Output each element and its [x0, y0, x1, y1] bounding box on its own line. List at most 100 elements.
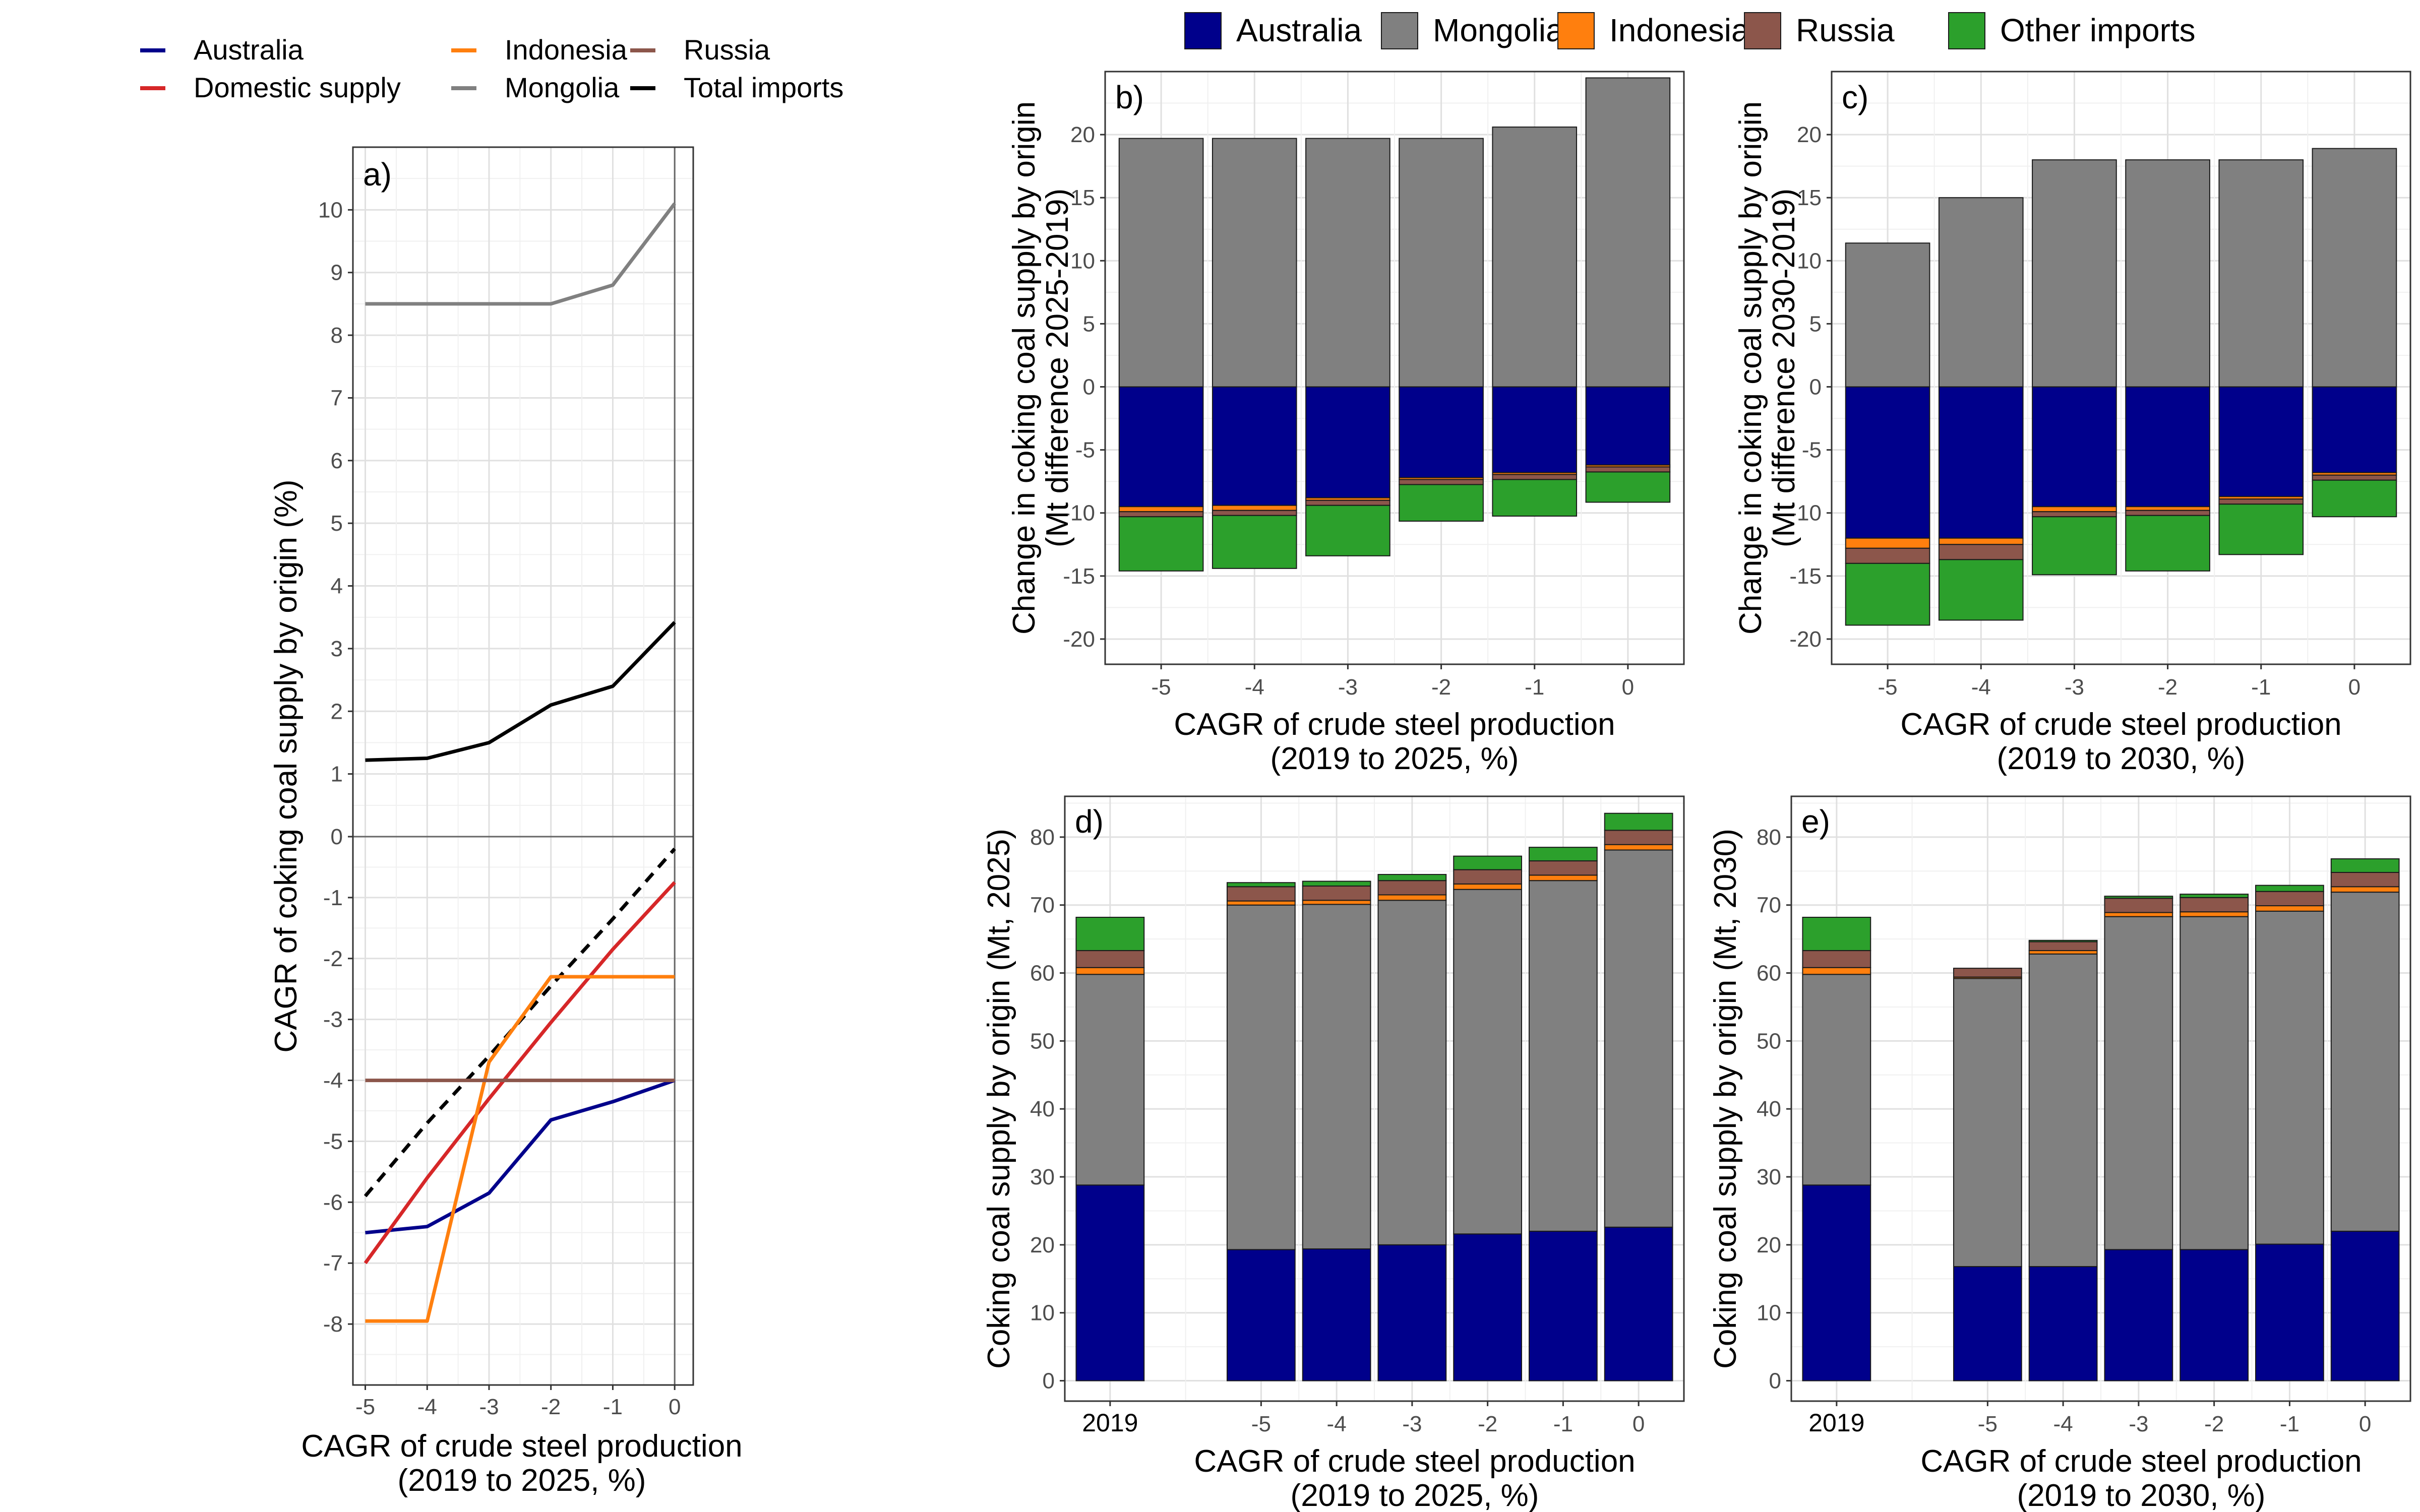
plot-frame	[1104, 71, 1685, 665]
x-tick-label: -2	[1478, 1412, 1497, 1436]
x-tick-label: -1	[1525, 675, 1544, 700]
bar-segment-mongolia	[1845, 242, 1930, 388]
legend-key-mongolia	[1381, 12, 1418, 49]
y-tick-label: -5	[1802, 438, 1822, 463]
x-axis-title: (2019 to 2025, %)	[398, 1463, 646, 1498]
bar-segment-other-imports	[2180, 894, 2249, 898]
y-tick-label: 0	[1083, 375, 1095, 400]
y-tick-label: -10	[1063, 501, 1095, 526]
top-legend: Australia Mongolia Indonesia Russia Other im…	[1184, 12, 2196, 49]
bar-segment-other-imports	[2032, 516, 2117, 576]
bar-segment-other-imports	[1845, 562, 1930, 626]
bar-segment-mongolia	[2255, 910, 2324, 1245]
x-tick-label: -5	[1978, 1412, 1998, 1436]
bar-segment-indonesia	[2180, 911, 2249, 917]
legend-label: Indonesia	[1609, 12, 1749, 48]
x-axis-title: CAGR of crude steel production	[1174, 707, 1615, 742]
y-tick-label: 15	[1797, 185, 1822, 210]
y-tick-label: 3	[331, 637, 343, 661]
y-tick-label: 9	[331, 261, 343, 285]
y-tick-label: 50	[1757, 1029, 1781, 1053]
bar-segment-other-imports	[2312, 479, 2397, 518]
y-tick-label: 20	[1757, 1233, 1781, 1257]
bar-segment-mongolia	[1118, 138, 1204, 388]
y-tick-label: -7	[323, 1251, 343, 1276]
y-tick-label: -15	[1789, 564, 1822, 589]
legend-key-russia	[1744, 12, 1781, 49]
bar-segment-australia	[2312, 386, 2397, 473]
y-tick-label: 40	[1757, 1097, 1781, 1121]
x-tick-label: -3	[479, 1395, 499, 1419]
bar-segment-mongolia	[2125, 159, 2210, 388]
bar-segment-other-imports	[1226, 882, 1296, 888]
legend-label: Mongolia	[505, 72, 620, 103]
legend-label: Australia	[194, 34, 304, 66]
y-tick-label: -20	[1789, 627, 1822, 652]
x-axis-title: CAGR of crude steel production	[1900, 707, 2341, 742]
legend-label: Russia	[1796, 12, 1895, 48]
bar-segment-mongolia	[2218, 159, 2304, 388]
y-tick-label: -3	[323, 1007, 343, 1032]
bar-segment-mongolia	[1953, 978, 2022, 1268]
bar-segment-russia	[2255, 891, 2324, 907]
series-line-australia	[365, 1079, 676, 1235]
x-tick-label: -4	[1245, 675, 1264, 700]
x-tick-label: -2	[2204, 1412, 2224, 1436]
bar-segment-other-imports	[1604, 812, 1673, 831]
y-tick-label: 80	[1757, 825, 1781, 850]
bar-segment-indonesia	[1453, 883, 1523, 890]
legend-label: Other imports	[2000, 12, 2196, 48]
x-axis-title: CAGR of crude steel production	[1194, 1444, 1635, 1479]
x-tick-label: -3	[2065, 675, 2084, 700]
y-axis-title: (Mt difference 2025-2019)	[1040, 188, 1075, 547]
bar-segment-indonesia	[1845, 537, 1930, 549]
legend-label: Total imports	[684, 72, 843, 103]
legend-key-other-imports	[1948, 12, 1985, 49]
bar-segment-indonesia	[1529, 874, 1598, 881]
x-tick-label: -3	[2129, 1412, 2148, 1436]
y-tick-label: 70	[1757, 893, 1781, 918]
bar-segment-russia	[2125, 510, 2210, 516]
y-tick-label: 6	[331, 449, 343, 473]
bar-segment-mongolia	[1399, 138, 1484, 388]
plot-frame	[1831, 71, 2411, 665]
y-tick-label: 10	[1797, 248, 1822, 273]
y-axis-title: Change in coking coal supply by origin	[1733, 101, 1768, 635]
bar-segment-russia	[2312, 474, 2397, 481]
bar-segment-mongolia	[2312, 148, 2397, 388]
bar-segment-australia	[1305, 386, 1390, 498]
bar-segment-russia	[1492, 474, 1578, 480]
bar-segment-other-imports	[2218, 503, 2304, 555]
bar-segment-russia	[1377, 880, 1447, 896]
legend-key-australia	[1184, 12, 1222, 49]
bar-segment-other-imports	[1212, 515, 1297, 569]
bar-segment-indonesia	[1212, 505, 1297, 511]
bar-segment-mongolia	[1212, 138, 1297, 388]
panel-label: c)	[1842, 79, 1868, 115]
series-line-mongolia	[365, 202, 676, 306]
bar-segment-indonesia	[1226, 900, 1296, 906]
panel-e-bar-chart: 0 10 20 30 40 50 60 70 80 2019 -5 -4 -3 -2 -1 0 e) CAGR o…	[1708, 795, 2411, 1512]
y-tick-label: 80	[1030, 825, 1055, 850]
bar-segment-other-imports	[1802, 917, 1871, 952]
x-tick-label: 2019	[1082, 1409, 1138, 1437]
bar-segment-russia	[2180, 897, 2249, 913]
bar-segment-indonesia	[2125, 506, 2210, 511]
bar-segment-russia	[2032, 511, 2117, 518]
y-tick-label: 5	[1083, 311, 1095, 336]
bar-segment-mongolia	[1305, 138, 1390, 388]
y-tick-label: -1	[323, 886, 343, 910]
y-tick-label: 7	[331, 386, 343, 410]
bar-segment-russia	[1118, 511, 1204, 518]
plot-background	[353, 147, 693, 1385]
x-tick-label: -4	[2053, 1412, 2073, 1436]
plot-frame	[352, 146, 694, 1386]
bar-segment-mongolia	[1529, 880, 1598, 1232]
bar-segment-russia	[1802, 950, 1871, 968]
y-axis-title: (Mt difference 2030-2019)	[1767, 188, 1801, 547]
bar-segment-russia	[2028, 941, 2098, 952]
bar-segment-mongolia	[1453, 889, 1523, 1235]
bar-segment-other-imports	[1453, 855, 1523, 870]
